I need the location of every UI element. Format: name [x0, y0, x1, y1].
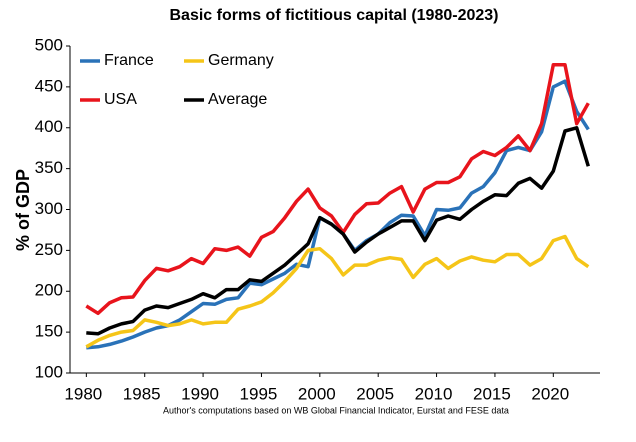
y-tick-label: 250: [35, 240, 63, 259]
x-tick-label: 1990: [181, 384, 219, 403]
y-tick-label: 450: [35, 76, 63, 95]
y-tick-label: 350: [35, 158, 63, 177]
series-line: [85, 234, 590, 349]
y-tick-label: 100: [35, 362, 63, 381]
legend-label: USA: [104, 91, 137, 108]
x-tick-label: 1980: [64, 384, 102, 403]
legend-label: France: [104, 52, 154, 69]
x-tick-label: 1995: [240, 384, 278, 403]
x-tick-label: 2000: [298, 384, 336, 403]
x-tick-label: 2010: [415, 384, 453, 403]
source-note: Author's computations based on WB Global…: [163, 405, 509, 415]
y-tick-label: 200: [35, 281, 63, 300]
legend-label: Average: [208, 91, 267, 108]
chart-title: Basic forms of fictitious capital (1980-…: [170, 7, 499, 24]
x-tick-label: 2015: [473, 384, 511, 403]
y-axis-label: % of GDP: [13, 169, 33, 251]
x-tick-label: 2020: [531, 384, 569, 403]
series-line: [85, 63, 590, 316]
y-tick-label: 150: [35, 322, 63, 341]
y-tick-label: 500: [35, 35, 63, 54]
x-tick-label: 2005: [356, 384, 394, 403]
legend-label: Germany: [208, 52, 274, 69]
series-line: [86, 126, 590, 336]
x-tick-label: 1985: [123, 384, 161, 403]
y-tick-label: 300: [35, 199, 63, 218]
y-tick-label: 400: [35, 117, 63, 136]
